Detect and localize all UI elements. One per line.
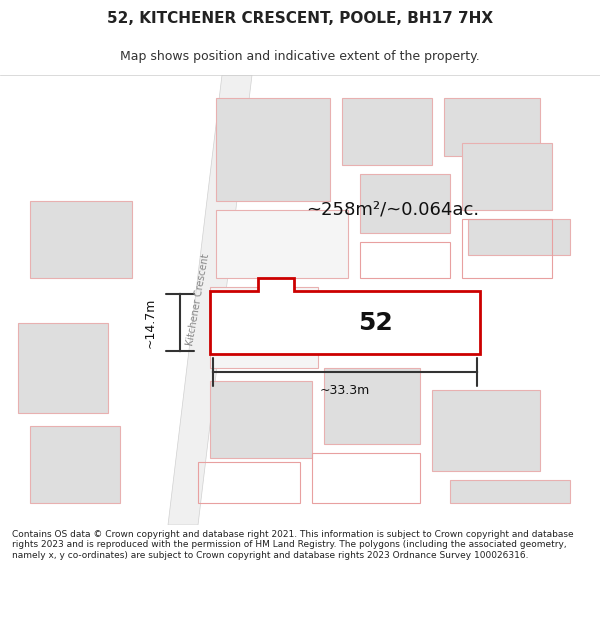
Text: ~33.3m: ~33.3m xyxy=(320,384,370,396)
Text: Kitchener Crescent: Kitchener Crescent xyxy=(185,253,211,347)
Polygon shape xyxy=(30,201,132,278)
Text: ~258m²/~0.064ac.: ~258m²/~0.064ac. xyxy=(307,201,479,219)
Polygon shape xyxy=(342,98,432,165)
Polygon shape xyxy=(432,390,540,471)
Polygon shape xyxy=(462,142,552,210)
Polygon shape xyxy=(216,210,348,278)
Text: 52: 52 xyxy=(358,311,392,334)
Text: Map shows position and indicative extent of the property.: Map shows position and indicative extent… xyxy=(120,50,480,62)
Polygon shape xyxy=(360,174,450,232)
Polygon shape xyxy=(450,480,570,502)
Polygon shape xyxy=(210,278,480,354)
Polygon shape xyxy=(30,426,120,503)
Polygon shape xyxy=(444,98,540,156)
Text: 52, KITCHENER CRESCENT, POOLE, BH17 7HX: 52, KITCHENER CRESCENT, POOLE, BH17 7HX xyxy=(107,11,493,26)
Polygon shape xyxy=(324,368,420,444)
Polygon shape xyxy=(210,286,318,368)
Text: ~14.7m: ~14.7m xyxy=(143,298,157,348)
Polygon shape xyxy=(210,381,312,458)
Polygon shape xyxy=(468,219,570,255)
Polygon shape xyxy=(168,75,252,525)
Text: Contains OS data © Crown copyright and database right 2021. This information is : Contains OS data © Crown copyright and d… xyxy=(12,530,574,560)
Polygon shape xyxy=(216,98,330,201)
Polygon shape xyxy=(18,322,108,412)
